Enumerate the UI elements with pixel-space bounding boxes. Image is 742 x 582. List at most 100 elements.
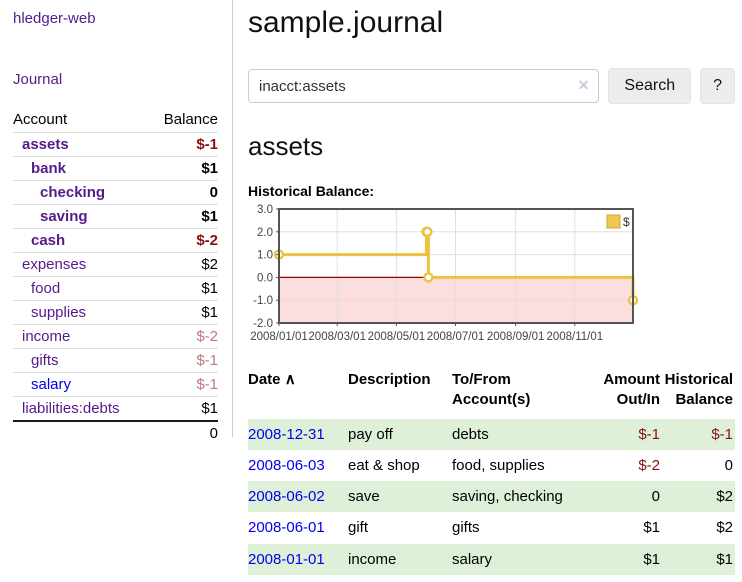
svg-text:2008/05/01: 2008/05/01 [368,331,426,343]
account-row: bank $1 [13,156,218,181]
account-balance: $-2 [148,324,218,349]
accounts-column-header: Account [13,111,68,128]
transaction-balance: 0 [724,456,733,474]
svg-text:0.0: 0.0 [257,272,273,284]
register-row: 2008-06-01 gift gifts $1 $2 [248,512,735,543]
sidebar-account-link[interactable]: saving [40,208,88,225]
account-balance: $1 [148,276,218,301]
sidebar-account-link[interactable]: liabilities:debts [22,400,120,417]
transaction-amount: $-2 [638,456,660,474]
account-balance: $-1 [148,132,218,157]
svg-text:2008/07/01: 2008/07/01 [427,331,485,343]
accounts-table: Account Balance assets $-1 bank $1 checking 0… [13,108,218,445]
account-balance: $-1 [148,348,218,373]
register-table: Date ∧ Description To/From Account(s) Am… [248,368,735,575]
historical-balance-chart: $3.0 2.0 1.0 0.0 -1.0 -2.0 2008/01/01 2008/03/0… [248,204,735,351]
account-row: expenses $2 [13,252,218,277]
accounts-table-body: assets $-1 bank $1 checking 0 saving $1 cash $-2 e… [13,132,218,421]
sidebar-account-link[interactable]: checking [40,184,106,201]
register-row: 2008-06-03 eat & shop food, supplies $-2 0 [248,450,735,481]
transaction-description: pay off [348,418,452,450]
clear-search-icon[interactable]: ✕ [577,77,590,93]
search-input[interactable] [248,69,600,103]
register-table-body: 2008-12-31 pay off debts $-1 $-1 2008-06-03 ea… [248,418,735,575]
account-balance: $1 [148,396,218,421]
amount-column-header: Amount Out/In [603,371,660,409]
transaction-amount: 0 [584,481,662,513]
sidebar-account-link[interactable]: income [22,328,71,345]
accounts-total-row: 0 [13,420,218,445]
sidebar-account-link[interactable]: gifts [31,352,59,369]
transaction-description: save [348,481,452,513]
journal-link[interactable]: Journal [13,71,63,88]
register-row: 2008-06-02 save saving, checking 0 $2 [248,481,735,513]
account-row: cash $-2 [13,228,218,253]
page-title: sample.journal [248,6,444,39]
svg-text:-1.0: -1.0 [253,295,273,307]
account-row: saving $1 [13,204,218,229]
transaction-amount: $1 [643,519,660,537]
transaction-date-link[interactable]: 2008-12-31 [248,425,325,443]
chart-label: Historical Balance: [248,183,375,199]
sidebar-account-link[interactable]: bank [31,160,67,177]
account-row: supplies $1 [13,300,218,325]
sidebar-account-link[interactable]: salary [31,376,72,393]
transaction-accounts: food, supplies [452,456,545,474]
sidebar-account-link[interactable]: assets [22,136,69,153]
register-row: 2008-12-31 pay off debts $-1 $-1 [248,418,735,450]
account-row: gifts $-1 [13,348,218,373]
legend-swatch [606,214,621,229]
search-button[interactable]: Search [608,68,692,104]
accounts-total-balance: 0 [148,420,218,445]
transaction-date-link[interactable]: 2008-06-02 [248,488,325,505]
search-bar: ✕ Search ? [248,68,735,104]
account-balance: $-2 [148,228,218,253]
account-row: food $1 [13,276,218,301]
sidebar-account-link[interactable]: expenses [22,256,87,273]
account-row: income $-2 [13,324,218,349]
register-row: 2008-01-01 income salary $1 $1 [248,543,735,575]
svg-text:2008/03/01: 2008/03/01 [308,331,366,343]
account-balance: $1 [148,204,218,229]
transaction-description: eat & shop [348,456,420,474]
date-column-header[interactable]: Date ∧ [248,371,296,388]
sort-ascending-icon: ∧ [284,371,296,388]
sidebar: hledger-web Journal Account Balance asse… [0,0,233,445]
account-balance: $-1 [148,372,218,397]
balance-column-header-register: Historical Balance [664,371,733,409]
transaction-balance: $2 [716,519,733,537]
svg-text:2008/01/01: 2008/01/01 [250,331,308,343]
main-content: sample.journal ✕ Search ? assets Histori… [248,0,735,575]
svg-text:-2.0: -2.0 [253,318,273,330]
transaction-date-link[interactable]: 2008-06-03 [248,456,325,474]
sidebar-account-link[interactable]: cash [31,232,66,249]
sidebar-account-link[interactable]: food [31,280,61,297]
app-title[interactable]: hledger-web [13,10,96,27]
transaction-description: income [348,543,452,575]
transaction-date-link[interactable]: 2008-01-01 [248,550,325,568]
register-header-row: Date ∧ Description To/From Account(s) Am… [248,368,735,419]
transaction-accounts: salary [452,543,584,575]
svg-text:2.0: 2.0 [257,227,273,239]
transaction-amount: $-1 [584,418,662,450]
transaction-amount: $1 [584,543,662,575]
transaction-date-link[interactable]: 2008-06-01 [248,519,325,537]
account-row: liabilities:debts $1 [13,396,218,421]
account-balance: $2 [148,252,218,277]
svg-text:2008/11/01: 2008/11/01 [546,331,603,343]
account-balance: 0 [148,180,218,205]
sidebar-account-link[interactable]: supplies [31,304,87,321]
svg-text:1.0: 1.0 [257,250,273,262]
accounts-column-header-register: To/From Account(s) [452,371,531,409]
account-row: assets $-1 [13,132,218,157]
description-column-header: Description [348,371,431,388]
svg-text:2008/09/01: 2008/09/01 [487,331,545,343]
transaction-balance: $2 [662,481,735,513]
transaction-accounts: gifts [452,519,480,537]
account-balance: $1 [148,156,218,181]
account-row: salary $-1 [13,372,218,397]
transaction-balance: $-1 [662,418,735,450]
help-button[interactable]: ? [700,68,735,104]
svg-text:$: $ [623,215,630,229]
svg-text:3.0: 3.0 [257,204,273,216]
